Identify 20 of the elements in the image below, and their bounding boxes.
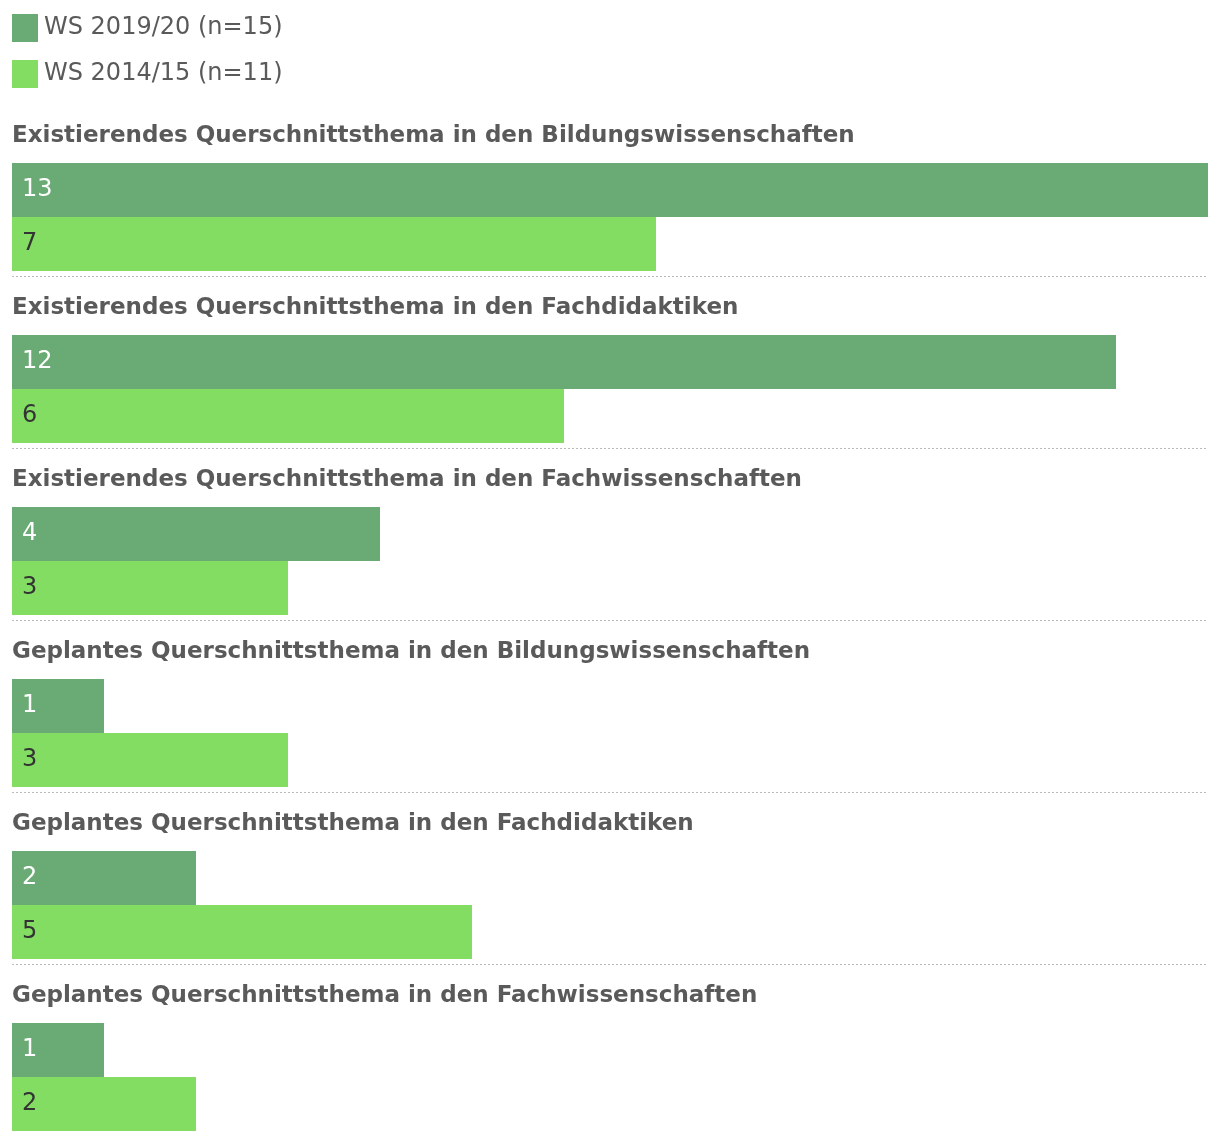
y-tick-label: Geplantes Querschnittsthema in den Fachdidaktiken xyxy=(12,808,694,835)
data-label: 7 xyxy=(22,228,38,257)
y-tick-label: Geplantes Querschnittsthema in den Bildungswissenschaften xyxy=(12,636,811,663)
legend-label: WS 2019/20 (n=15) xyxy=(44,12,283,41)
y-tick-label: Geplantes Querschnittsthema in den Fachwissenschaften xyxy=(12,980,758,1007)
data-label: 3 xyxy=(22,744,38,773)
data-label: 6 xyxy=(22,400,38,429)
data-label: 3 xyxy=(22,572,38,601)
y-tick-label: Existierendes Querschnittsthema in den Fachdidaktiken xyxy=(12,292,739,319)
legend-label: WS 2014/15 (n=11) xyxy=(44,58,283,87)
data-label: 12 xyxy=(22,346,53,375)
data-label: 4 xyxy=(22,518,38,547)
data-label: 2 xyxy=(22,1088,38,1117)
data-label: 1 xyxy=(22,1034,38,1063)
y-tick-label: Existierendes Querschnittsthema in den Fachwissenschaften xyxy=(12,464,802,491)
data-label: 5 xyxy=(22,916,38,945)
data-label: 2 xyxy=(22,862,38,891)
y-tick-label: Existierendes Querschnittsthema in den Bildungswissenschaften xyxy=(12,120,855,147)
data-label: 1 xyxy=(22,690,38,719)
data-label: 13 xyxy=(22,174,53,203)
